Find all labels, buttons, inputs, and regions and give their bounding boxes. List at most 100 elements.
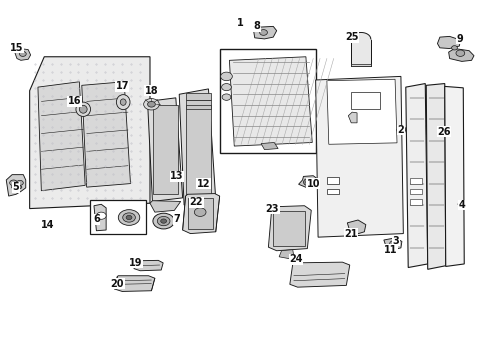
Text: 10: 10 [306, 179, 320, 189]
Text: 5: 5 [13, 182, 20, 192]
Polygon shape [347, 220, 366, 234]
Polygon shape [420, 126, 431, 134]
Circle shape [161, 219, 167, 223]
Circle shape [12, 186, 16, 189]
Text: 20: 20 [111, 279, 124, 289]
Text: 24: 24 [290, 254, 303, 264]
Polygon shape [449, 49, 474, 62]
Polygon shape [82, 82, 130, 187]
Bar [186, 93, 211, 100]
Polygon shape [426, 84, 446, 269]
Polygon shape [38, 82, 85, 191]
Circle shape [157, 216, 170, 226]
Polygon shape [348, 112, 357, 123]
Bar [220, 49, 316, 153]
Circle shape [452, 46, 458, 50]
Bar [186, 105, 211, 109]
Text: 9: 9 [456, 34, 463, 44]
Bar [153, 105, 178, 194]
Bar [410, 189, 422, 194]
Bar [327, 189, 339, 194]
Polygon shape [327, 79, 397, 144]
Polygon shape [147, 98, 183, 202]
Polygon shape [134, 260, 163, 271]
Polygon shape [269, 206, 311, 251]
Text: 13: 13 [170, 171, 184, 181]
Bar [410, 178, 422, 184]
Polygon shape [406, 84, 428, 267]
Text: 4: 4 [459, 200, 465, 210]
Text: 7: 7 [173, 214, 180, 224]
Ellipse shape [120, 99, 126, 105]
Circle shape [195, 208, 206, 216]
Circle shape [17, 180, 24, 185]
Polygon shape [179, 89, 216, 205]
Polygon shape [279, 249, 294, 258]
Text: 1: 1 [237, 18, 244, 28]
Text: 19: 19 [128, 258, 142, 268]
Polygon shape [254, 26, 277, 39]
Bar [186, 100, 211, 196]
Text: 26: 26 [437, 127, 450, 137]
Circle shape [147, 102, 155, 107]
Polygon shape [15, 49, 30, 60]
Polygon shape [438, 36, 460, 49]
Polygon shape [30, 57, 150, 208]
Polygon shape [6, 175, 26, 196]
Bar [351, 39, 371, 66]
Polygon shape [183, 194, 220, 234]
Circle shape [456, 50, 465, 57]
Text: 17: 17 [116, 81, 129, 91]
Circle shape [222, 94, 231, 100]
Ellipse shape [79, 105, 87, 113]
Polygon shape [150, 201, 181, 212]
Circle shape [260, 30, 268, 35]
Circle shape [18, 186, 22, 189]
Text: 8: 8 [254, 21, 261, 31]
Bar [273, 211, 305, 246]
Bar [188, 198, 213, 229]
Text: 22: 22 [190, 197, 203, 207]
Text: 21: 21 [344, 229, 358, 239]
Ellipse shape [76, 102, 91, 116]
Text: 6: 6 [93, 214, 100, 224]
Circle shape [303, 179, 313, 186]
Polygon shape [94, 204, 106, 231]
Text: 11: 11 [385, 245, 398, 255]
Polygon shape [298, 176, 319, 188]
Circle shape [122, 213, 135, 222]
Text: 15: 15 [10, 43, 24, 53]
Polygon shape [229, 57, 312, 146]
Polygon shape [261, 143, 278, 150]
Text: 25: 25 [345, 32, 359, 42]
Bar [351, 64, 371, 66]
Polygon shape [445, 86, 464, 266]
Text: 12: 12 [197, 179, 210, 189]
Bar [327, 177, 339, 184]
Text: 18: 18 [145, 86, 158, 96]
Circle shape [144, 99, 159, 110]
Circle shape [20, 51, 26, 57]
Text: 14: 14 [41, 220, 54, 230]
Circle shape [306, 180, 311, 184]
Polygon shape [115, 276, 155, 292]
Polygon shape [405, 126, 416, 134]
Circle shape [97, 212, 106, 219]
Text: 2: 2 [397, 125, 404, 135]
Circle shape [221, 84, 231, 91]
Text: 16: 16 [68, 96, 81, 107]
Polygon shape [290, 262, 350, 287]
Text: 23: 23 [266, 203, 279, 213]
Circle shape [10, 180, 18, 186]
Circle shape [126, 215, 132, 220]
Circle shape [153, 213, 174, 229]
Bar [90, 201, 146, 234]
Circle shape [118, 210, 140, 225]
Circle shape [220, 72, 232, 81]
Polygon shape [384, 238, 402, 249]
Bar [351, 93, 380, 109]
Polygon shape [316, 76, 403, 237]
Text: 3: 3 [392, 236, 399, 246]
Bar [410, 199, 422, 205]
Circle shape [390, 241, 397, 247]
